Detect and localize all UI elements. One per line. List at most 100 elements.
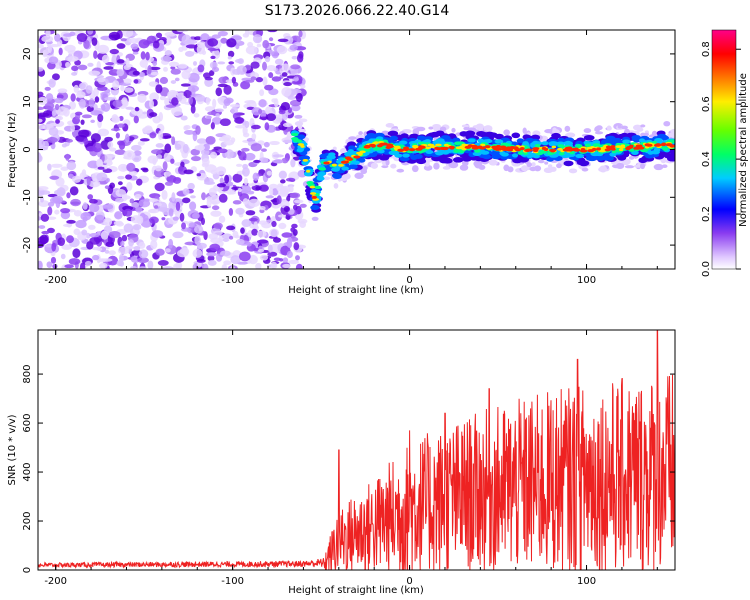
ridge-cell bbox=[300, 145, 305, 148]
noise-cell bbox=[248, 217, 258, 222]
halo-cell bbox=[474, 124, 485, 130]
noise-cell bbox=[88, 198, 98, 204]
halo-cell bbox=[297, 124, 303, 130]
ridge-cell bbox=[472, 151, 482, 156]
halo-cell bbox=[581, 167, 589, 172]
noise-cell bbox=[268, 72, 274, 79]
halo-cell bbox=[643, 132, 650, 137]
noise-cell bbox=[48, 78, 56, 88]
noise-cell bbox=[205, 97, 211, 105]
noise-cell bbox=[258, 220, 268, 225]
ridge-cell bbox=[403, 146, 410, 150]
noise-cell bbox=[168, 238, 174, 249]
noise-cell bbox=[104, 97, 116, 101]
noise-cell bbox=[282, 139, 294, 143]
halo-cell bbox=[547, 164, 553, 168]
spectrogram-y-tick-label: 20 bbox=[22, 48, 33, 61]
noise-cell bbox=[148, 112, 158, 118]
noise-cell bbox=[163, 66, 168, 72]
noise-cell bbox=[38, 200, 50, 207]
noise-cell bbox=[224, 174, 230, 184]
noise-cell bbox=[147, 155, 159, 164]
spectrogram-x-tick-label: -200 bbox=[44, 275, 67, 286]
ridge-cell bbox=[474, 149, 481, 153]
noise-cell bbox=[138, 241, 146, 249]
noise-cell bbox=[271, 159, 284, 164]
noise-cell bbox=[218, 215, 226, 223]
noise-cell bbox=[71, 65, 79, 72]
noise-cell bbox=[271, 76, 282, 82]
noise-cell bbox=[262, 76, 268, 87]
noise-cell bbox=[207, 111, 217, 116]
ridge-cell bbox=[480, 150, 490, 155]
noise-cell bbox=[40, 213, 50, 222]
noise-cell bbox=[92, 254, 100, 261]
noise-cell bbox=[299, 203, 307, 208]
noise-cell bbox=[214, 108, 224, 113]
ridge-cell bbox=[541, 146, 547, 150]
snr-frame bbox=[37, 329, 676, 571]
ridge-cell bbox=[397, 148, 404, 152]
ridge-cell bbox=[374, 132, 385, 138]
noise-cell bbox=[128, 239, 135, 247]
ridge-cell bbox=[331, 163, 337, 167]
spectrogram-x-tick-label: 100 bbox=[577, 275, 596, 286]
ridge-cell bbox=[410, 154, 418, 160]
ridge-cell bbox=[459, 131, 469, 137]
noise-cell bbox=[120, 38, 127, 42]
halo-cell bbox=[488, 159, 498, 166]
ridge-cell bbox=[363, 145, 371, 149]
noise-cell bbox=[184, 50, 195, 57]
ridge-cell bbox=[453, 141, 460, 146]
ridge-cell bbox=[504, 143, 512, 147]
noise-cell bbox=[197, 64, 205, 73]
noise-cell bbox=[259, 206, 266, 211]
ridge-cell bbox=[524, 148, 531, 152]
noise-cell bbox=[47, 43, 52, 54]
noise-cell bbox=[149, 66, 161, 71]
noise-cell bbox=[294, 114, 303, 119]
noise-cell bbox=[196, 44, 205, 55]
noise-cell bbox=[118, 253, 124, 263]
ridge-cell bbox=[470, 144, 478, 148]
ridge-cell bbox=[480, 143, 486, 147]
noise-cell bbox=[124, 87, 134, 93]
noise-cell bbox=[223, 98, 231, 106]
noise-cell bbox=[66, 219, 76, 224]
ridge-cell bbox=[563, 160, 574, 167]
noise-cell bbox=[207, 259, 217, 266]
noise-cell bbox=[242, 163, 249, 170]
noise-cell bbox=[255, 262, 262, 269]
ridge-cell bbox=[346, 157, 354, 161]
noise-cell bbox=[183, 89, 193, 99]
noise-cell bbox=[280, 102, 291, 111]
ridge-cell bbox=[340, 160, 347, 164]
noise-cell bbox=[255, 77, 264, 83]
noise-cell bbox=[290, 158, 296, 168]
noise-cell bbox=[38, 152, 42, 163]
halo-cell bbox=[606, 126, 612, 131]
noise-cell bbox=[123, 223, 134, 233]
ridge-cell bbox=[309, 192, 317, 195]
noise-cell bbox=[108, 147, 117, 152]
noise-cell bbox=[192, 248, 203, 258]
ridge-cell bbox=[516, 138, 525, 144]
colorbar-tick-label: 0.6 bbox=[701, 96, 712, 112]
noise-cell bbox=[194, 94, 206, 102]
noise-cell bbox=[207, 38, 219, 47]
noise-cell bbox=[49, 175, 60, 180]
ridge-cell bbox=[316, 176, 325, 181]
noise-cell bbox=[162, 161, 168, 171]
noise-cell bbox=[211, 66, 220, 73]
noise-cell bbox=[38, 260, 43, 269]
noise-cell bbox=[181, 70, 191, 80]
noise-cell bbox=[178, 46, 184, 53]
noise-cell bbox=[270, 261, 278, 269]
ridge-cell bbox=[550, 149, 556, 153]
noise-cell bbox=[38, 118, 43, 123]
noise-cell bbox=[265, 195, 274, 199]
noise-cell bbox=[102, 203, 114, 210]
noise-cell bbox=[54, 209, 60, 215]
snr-x-tick-label: 0 bbox=[406, 576, 412, 587]
noise-cell bbox=[39, 234, 49, 245]
